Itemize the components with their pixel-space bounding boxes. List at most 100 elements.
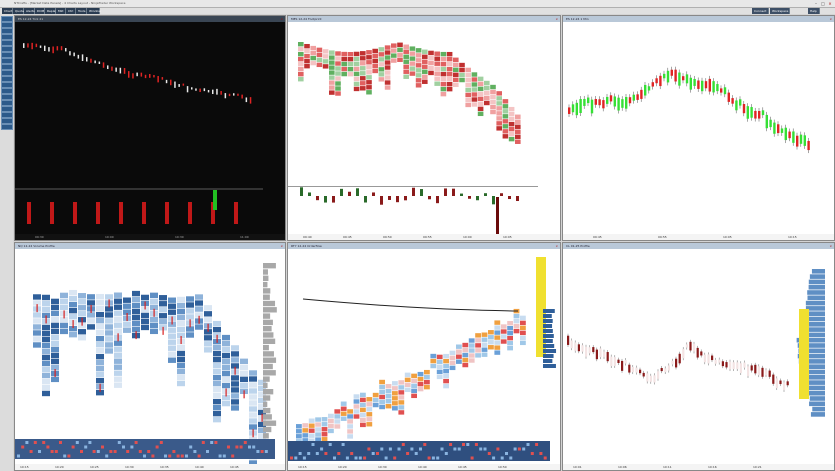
close-icon[interactable]: × (555, 17, 558, 21)
toolbar-button[interactable] (1, 76, 13, 82)
toolbar-button[interactable] (1, 88, 13, 94)
candle-body (682, 76, 685, 81)
side-profile-bar (263, 407, 271, 414)
orderflow-cell (443, 383, 449, 389)
toolbar-button[interactable] (1, 118, 13, 124)
table-cell (453, 447, 457, 451)
candle-body (670, 69, 673, 76)
orderflow-cell (411, 393, 417, 399)
delta-bar (500, 193, 503, 196)
chart-panel-orderflow[interactable]: RTY 12-24 Orderflow × 10:15 10:20 10:30 1… (287, 242, 561, 471)
left-toolbar (0, 14, 13, 471)
chart-panel-tick[interactable]: ES 12-24 Tick 21 × 09:30 10:00 10:30 11:0… (14, 15, 286, 241)
menu-chart[interactable]: Chart (2, 8, 13, 14)
candle-body (703, 354, 706, 363)
minimize-icon[interactable]: – (815, 1, 817, 6)
footprint-cell (465, 92, 471, 98)
orderflow-cell (398, 380, 405, 385)
close-icon[interactable]: × (280, 244, 283, 248)
orderflow-cell (366, 422, 373, 427)
menu-alerts[interactable]: Alerts (24, 8, 35, 14)
footprint-cell (403, 44, 409, 49)
tick-bar (56, 46, 59, 51)
volume-profile-chart[interactable] (15, 249, 286, 466)
toolbar-button[interactable] (1, 22, 13, 28)
chart-panel-profile[interactable]: CL 01-25 Profile × 10:01 10:06 10:11 10:1… (562, 242, 835, 471)
close-icon[interactable]: × (555, 244, 558, 248)
table-cell (419, 447, 422, 451)
close-icon[interactable]: × (280, 17, 283, 21)
orderflow-chart[interactable] (288, 249, 561, 466)
toolbar-button[interactable] (1, 112, 13, 118)
candle-body (792, 131, 795, 143)
menu-help[interactable]: Help (808, 8, 820, 14)
candle-body (707, 354, 710, 364)
panel-title: ES 12-24 Tick 21 (18, 17, 44, 21)
toolbar-button[interactable] (1, 46, 13, 52)
close-icon[interactable]: × (829, 244, 832, 248)
menu-ctrl[interactable]: Ctrl (66, 8, 76, 14)
side-profile-bar (543, 359, 553, 363)
orderflow-cell (360, 422, 366, 428)
panel-header: ES 12-24 Tick 21 × (15, 16, 285, 22)
toolbar-button[interactable] (1, 70, 13, 76)
footprint-chart[interactable] (288, 22, 550, 236)
toolbar-button[interactable] (1, 82, 13, 88)
toolbar-button[interactable] (1, 16, 13, 22)
orderflow-cell (315, 432, 321, 437)
orderflow-cell (507, 330, 513, 336)
price-chart[interactable] (15, 22, 275, 236)
maximize-icon[interactable]: □ (821, 1, 825, 6)
close-icon[interactable]: × (828, 1, 832, 6)
candle-body (750, 107, 753, 118)
profile-cell (222, 364, 230, 371)
menu-dom[interactable]: DOM (35, 8, 45, 14)
candle-body (747, 366, 750, 376)
chart-panel-volume-profile[interactable]: NQ 12-24 Volume Profile × 10:15 10:20 10:… (14, 242, 286, 471)
chart-panel-footprint[interactable]: MES 12-24 Footprint × 09:40 09:45 09:50 0… (287, 15, 561, 241)
candlestick-chart[interactable] (563, 22, 824, 236)
footprint-cell (465, 72, 471, 78)
toolbar-button[interactable] (1, 64, 13, 70)
toolbar-button[interactable] (1, 28, 13, 34)
table-cell (315, 452, 319, 455)
profile-cell (87, 294, 95, 300)
toolbar-button[interactable] (1, 34, 13, 40)
footprint-cell (403, 54, 409, 59)
profile-cell (60, 298, 68, 305)
menu-mkt[interactable]: Mkt (56, 8, 66, 14)
tick-bar (199, 88, 201, 93)
menu-workspace[interactable]: Workspace (770, 8, 790, 14)
footprint-cell (353, 56, 360, 62)
footprint-cell (422, 54, 428, 59)
profile-cell (51, 352, 59, 359)
menu-window[interactable]: Window (87, 8, 101, 14)
chart-panel-candles[interactable]: ES 12-24 1 Min × 09:45 09:55 10:05 10:15 (562, 15, 835, 241)
side-profile-bar (263, 401, 268, 407)
toolbar-button[interactable] (1, 94, 13, 100)
side-profile-bar (263, 433, 269, 439)
toolbar-button[interactable] (1, 58, 13, 64)
footprint-cell (378, 47, 385, 52)
orderflow-cell (520, 320, 526, 326)
close-icon[interactable]: × (829, 17, 832, 21)
menu-replay[interactable]: Replay (45, 8, 58, 14)
toolbar-button[interactable] (1, 106, 13, 112)
toolbar-button[interactable] (1, 124, 13, 130)
footprint-cell (440, 61, 447, 67)
candle-profile-chart[interactable] (563, 249, 835, 466)
toolbar-button[interactable] (1, 52, 13, 58)
orderflow-cell (360, 412, 366, 418)
menu-quotes[interactable]: Quotes (13, 8, 26, 14)
footprint-cell (415, 78, 422, 83)
menu-tools[interactable]: Tools (76, 8, 87, 14)
profile-cell (96, 389, 104, 396)
table-cell (50, 450, 54, 453)
menu-connect[interactable]: Connect (752, 8, 769, 14)
orderflow-cell (328, 418, 334, 424)
toolbar-button[interactable] (1, 100, 13, 106)
profile-bar (808, 279, 825, 285)
footprint-cell (378, 77, 385, 82)
orderflow-cell (500, 324, 507, 329)
toolbar-button[interactable] (1, 40, 13, 46)
